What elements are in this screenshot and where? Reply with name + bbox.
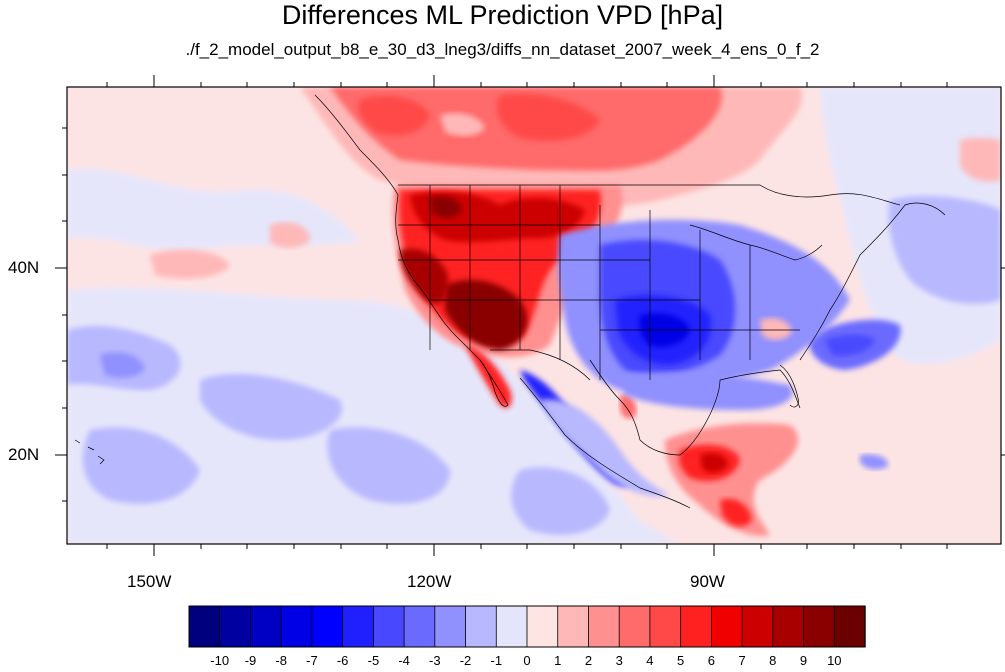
colorbar-tick-label: -8 bbox=[275, 653, 287, 668]
colorbar-box bbox=[710, 605, 743, 648]
lon-label-90w: 90W bbox=[690, 572, 725, 591]
colorbar-box bbox=[219, 605, 252, 648]
central-america-red bbox=[720, 498, 752, 527]
colorbar-tick-label: 7 bbox=[738, 653, 746, 668]
colorbar-tick-label: 6 bbox=[707, 653, 716, 668]
colorbar-box bbox=[772, 605, 805, 648]
colorbar-box bbox=[833, 605, 866, 648]
hawaii bbox=[74, 439, 105, 465]
pacific-light-blue-5 bbox=[511, 467, 610, 535]
baja-coast bbox=[479, 359, 509, 407]
pacific-light-blue-2 bbox=[200, 373, 342, 440]
map-subtitle: ./f_2_model_output_b8_e_30_d3_lneg3/diff… bbox=[185, 40, 820, 59]
colorbar-tick-label: 8 bbox=[769, 653, 777, 668]
lat-label-40n: 40N bbox=[8, 258, 40, 277]
colorbar-box bbox=[311, 605, 344, 648]
colorbar-box bbox=[557, 605, 590, 648]
pacific-mid-blue bbox=[100, 352, 145, 378]
lon-label-150w: 150W bbox=[127, 572, 172, 591]
map-title: Differences ML Prediction VPD [hPa] bbox=[281, 0, 724, 30]
tick-marks bbox=[55, 75, 1005, 556]
colorbar-box bbox=[280, 605, 313, 648]
colorbar-tick-label: 10 bbox=[827, 653, 842, 668]
boundary-lines bbox=[74, 94, 946, 509]
colorbar-box bbox=[342, 605, 375, 648]
pacific-light-red-2 bbox=[270, 222, 310, 248]
colorbar-box bbox=[403, 605, 436, 648]
lat-label-20n: 20N bbox=[8, 445, 40, 464]
atlantic-light-blue bbox=[888, 195, 1001, 304]
colorbar-tick-label: -3 bbox=[429, 653, 441, 668]
west-us-dark-red-southwest bbox=[400, 248, 449, 304]
caribbean-dark-red bbox=[700, 453, 728, 473]
colorbar-tick-label: -9 bbox=[244, 653, 257, 668]
east-coast bbox=[799, 202, 946, 361]
colorbar-box bbox=[372, 605, 405, 648]
colorbar-tick-label: 9 bbox=[799, 653, 808, 668]
west-us-darkest-north bbox=[430, 196, 462, 218]
canada-pale-hole bbox=[440, 113, 485, 137]
great-lakes bbox=[689, 224, 823, 261]
ohio-pale-red bbox=[760, 318, 792, 340]
colorbar-tick-label: 0 bbox=[523, 653, 531, 668]
colorbar-box bbox=[649, 605, 682, 648]
us-canada-border bbox=[398, 184, 901, 206]
baja-red-strip bbox=[465, 345, 512, 408]
colorbar-box bbox=[526, 605, 559, 648]
gulf-coast bbox=[589, 359, 801, 456]
pacific-light-blue-3 bbox=[82, 427, 200, 504]
colorbar-boxes bbox=[188, 605, 866, 648]
colorbar-frame bbox=[188, 605, 866, 648]
pacific-light-blue-4 bbox=[327, 427, 450, 504]
colorbar-tick-label: -6 bbox=[336, 653, 349, 668]
colorbar-box bbox=[434, 605, 467, 648]
lon-label-120w: 120W bbox=[407, 572, 452, 591]
colorbar-tick-label: 3 bbox=[615, 653, 623, 668]
colorbar bbox=[188, 605, 866, 648]
colorbar-tick-label: -4 bbox=[398, 653, 410, 668]
colorbar-box bbox=[680, 605, 713, 648]
colorbar-tick-label: 2 bbox=[584, 653, 593, 668]
colorbar-tick-label: -10 bbox=[210, 653, 230, 668]
colorbar-box bbox=[803, 605, 835, 648]
colorbar-tick-label: -1 bbox=[490, 653, 503, 668]
atlantic-strong-blue bbox=[825, 334, 875, 356]
colorbar-box bbox=[741, 605, 774, 648]
mexico-red-spot bbox=[620, 394, 637, 419]
colorbar-tick-label: 1 bbox=[554, 653, 562, 668]
pacific-light-red-1 bbox=[150, 249, 230, 279]
canada-strong-red-2 bbox=[496, 93, 600, 141]
mexico-west-coast bbox=[519, 377, 691, 509]
colorbar-box bbox=[465, 605, 497, 648]
mexico-light-blue bbox=[540, 399, 670, 497]
colorbar-box bbox=[495, 605, 528, 648]
canada-strong-red-1 bbox=[358, 95, 430, 136]
colorbar-tick-label: -5 bbox=[367, 653, 380, 668]
colorbar-box bbox=[250, 605, 282, 648]
colorbar-box bbox=[588, 605, 620, 648]
atlantic-light-red bbox=[960, 137, 1001, 182]
colorbar-box bbox=[618, 605, 651, 648]
colorbar-tick-label: 5 bbox=[676, 653, 685, 668]
us-mexico-border bbox=[490, 349, 591, 381]
colorbar-box bbox=[188, 605, 221, 648]
west-us-darkest-southwest bbox=[445, 280, 528, 350]
field-layer bbox=[67, 87, 1001, 544]
gulf-blue bbox=[620, 373, 793, 410]
caribbean-blue-spot bbox=[860, 454, 889, 470]
florida-coast bbox=[779, 364, 799, 408]
colorbar-tick-label: -7 bbox=[306, 653, 318, 668]
colorbar-tick-label: 4 bbox=[646, 653, 654, 668]
colorbar-tick-label: -2 bbox=[459, 653, 472, 668]
